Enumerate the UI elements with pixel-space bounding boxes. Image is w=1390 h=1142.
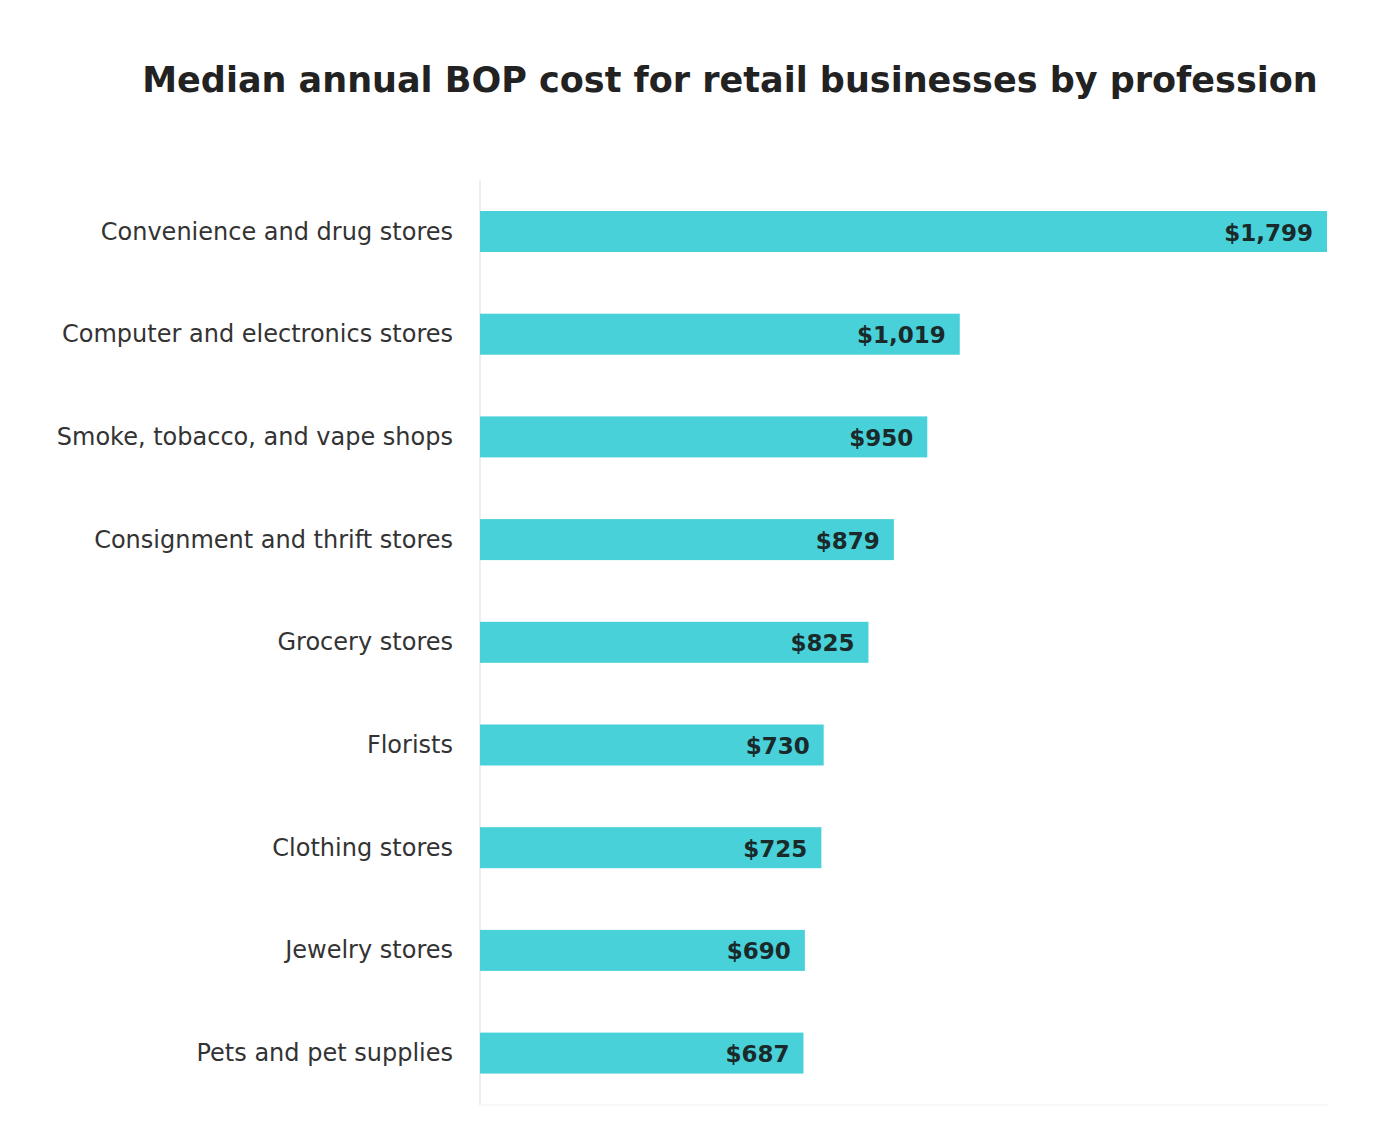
data-label: $825 xyxy=(790,630,854,656)
bar xyxy=(480,211,1327,252)
data-label: $1,799 xyxy=(1224,220,1313,246)
category-label: Jewelry stores xyxy=(283,936,453,964)
bar xyxy=(480,827,821,868)
data-label: $730 xyxy=(746,733,810,759)
category-label: Smoke, tobacco, and vape shops xyxy=(57,423,453,451)
bars xyxy=(480,211,1327,1074)
bar xyxy=(480,519,894,560)
bar xyxy=(480,416,927,457)
bar xyxy=(480,622,868,663)
x-axis-line xyxy=(480,1105,1328,1106)
data-label: $690 xyxy=(727,938,791,964)
data-label: $687 xyxy=(725,1041,789,1067)
bar xyxy=(480,930,805,971)
bar xyxy=(480,1033,803,1074)
bar xyxy=(480,725,824,766)
category-label: Clothing stores xyxy=(272,834,453,862)
title: Median annual BOP cost for retail busine… xyxy=(142,60,1317,100)
category-label: Convenience and drug stores xyxy=(101,218,453,246)
bar xyxy=(480,314,960,355)
data-label: $950 xyxy=(849,425,913,451)
data-label: $725 xyxy=(743,836,807,862)
chart: Median annual BOP cost for retail busine… xyxy=(0,0,1390,1142)
data-label: $1,019 xyxy=(857,322,946,348)
category-label: Consignment and thrift stores xyxy=(94,526,453,554)
category-label: Grocery stores xyxy=(278,628,454,656)
category-label: Computer and electronics stores xyxy=(62,320,453,348)
data-label: $879 xyxy=(816,528,880,554)
category-label: Florists xyxy=(367,731,453,759)
category-label: Pets and pet supplies xyxy=(196,1039,453,1067)
